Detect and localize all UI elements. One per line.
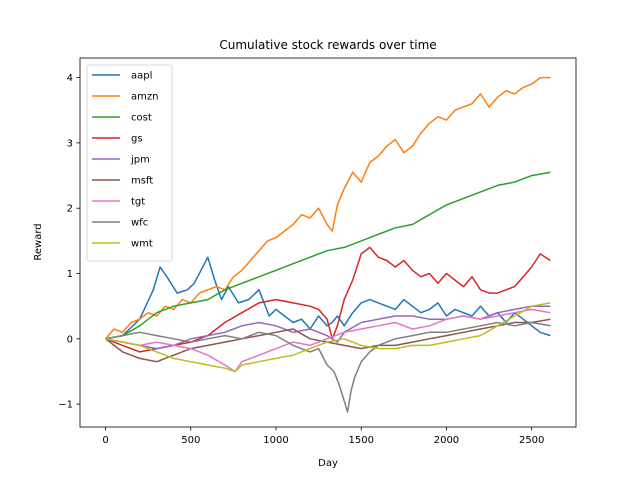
series-line-gs <box>105 246 551 353</box>
x-tick-label: 0 <box>102 435 108 446</box>
legend-box <box>86 64 173 262</box>
x-axis-label: Day <box>318 458 338 469</box>
plot-frame <box>79 57 577 428</box>
series-line-wmt <box>105 302 551 373</box>
y-tick-label: 3 <box>67 138 73 149</box>
legend-label-wmt: wmt <box>131 239 153 250</box>
x-axis-ticks: 0 500 1000 1500 2000 2500 <box>102 427 544 446</box>
x-tick-label: 1500 <box>349 435 374 446</box>
legend-label-amzn: amzn <box>131 92 158 103</box>
y-axis-label: Reward <box>33 223 44 260</box>
series-line-wfc <box>105 321 551 413</box>
legend: aapl amzn cost gs jpm msft tgt wfc wmt <box>86 64 173 262</box>
series-line-amzn <box>105 76 551 340</box>
legend-label-jpm: jpm <box>130 155 150 166</box>
y-axis-ticks: −1 0 1 2 3 4 <box>58 73 80 411</box>
x-tick-label: 500 <box>181 435 200 446</box>
legend-label-gs: gs <box>131 134 143 145</box>
series-layer <box>105 76 551 413</box>
x-tick-label: 1000 <box>263 435 288 446</box>
y-tick-label: 4 <box>67 73 73 84</box>
legend-label-cost: cost <box>131 113 152 124</box>
x-tick-label: 2000 <box>434 435 459 446</box>
legend-label-tgt: tgt <box>131 197 145 208</box>
series-line-aapl <box>105 256 551 340</box>
legend-label-wfc: wfc <box>131 218 148 229</box>
series-line-cost <box>105 171 551 340</box>
y-tick-label: 2 <box>67 204 73 215</box>
legend-label-aapl: aapl <box>131 71 152 82</box>
y-tick-label: 1 <box>67 269 73 280</box>
x-tick-label: 2500 <box>519 435 544 446</box>
chart-title: Cumulative stock rewards over time <box>219 38 436 52</box>
legend-label-msft: msft <box>131 176 153 187</box>
series-line-tgt <box>105 308 551 373</box>
y-tick-label: 0 <box>67 334 73 345</box>
y-tick-label: −1 <box>58 400 73 411</box>
